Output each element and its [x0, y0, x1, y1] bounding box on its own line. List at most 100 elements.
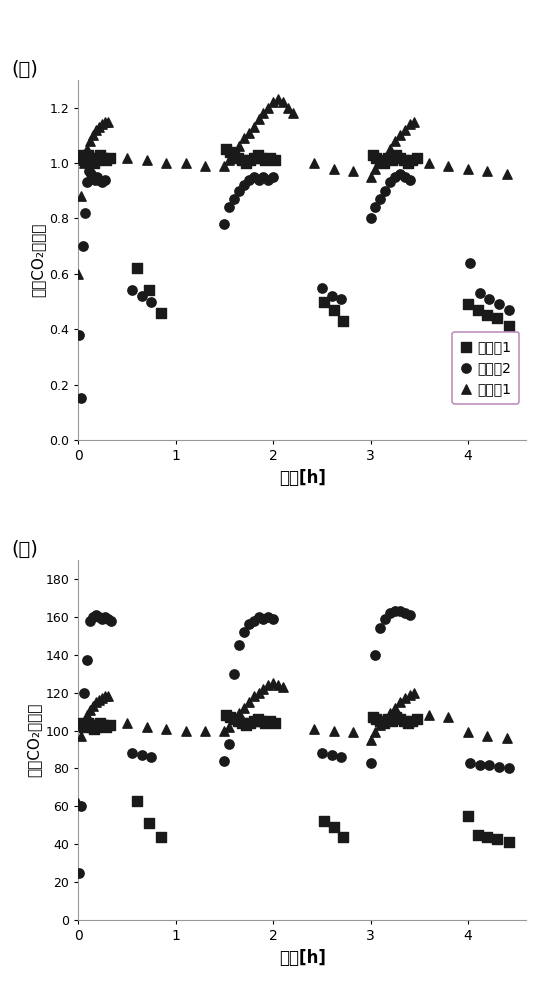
实施例1	[144, 282, 153, 298]
实施例2	[465, 755, 474, 771]
比较例1	[348, 163, 357, 179]
实施例1	[266, 150, 275, 166]
实施例2	[254, 172, 263, 188]
实施例1	[388, 713, 396, 729]
实施例2	[83, 174, 92, 190]
比较例1	[366, 169, 375, 185]
实施例2	[97, 174, 106, 190]
实施例1	[319, 813, 328, 829]
实施例2	[390, 169, 399, 185]
实施例1	[226, 709, 235, 725]
实施例1	[413, 150, 422, 166]
实施例2	[264, 172, 273, 188]
比较例1	[181, 723, 190, 739]
实施例2	[465, 255, 474, 271]
实施例1	[132, 260, 141, 276]
实施例1	[144, 815, 153, 831]
比较例1	[254, 111, 263, 127]
比较例1	[91, 694, 100, 710]
实施例1	[76, 715, 85, 731]
实施例1	[505, 318, 514, 334]
比较例1	[200, 723, 209, 739]
比较例1	[88, 127, 97, 143]
实施例2	[405, 172, 414, 188]
实施例2	[386, 605, 395, 621]
比较例1	[400, 122, 409, 138]
实施例1	[230, 147, 239, 163]
实施例1	[403, 715, 412, 731]
实施例1	[132, 793, 141, 809]
实施例1	[78, 717, 87, 733]
实施例2	[235, 637, 244, 653]
比较例1	[444, 709, 453, 725]
比较例1	[240, 700, 249, 716]
实施例2	[366, 755, 375, 771]
比较例1	[230, 144, 239, 160]
实施例2	[376, 620, 385, 636]
比较例1	[123, 715, 132, 731]
实施例1	[261, 152, 270, 168]
比较例1	[77, 188, 86, 204]
比较例1	[162, 155, 171, 171]
实施例1	[222, 141, 231, 157]
实施例2	[249, 169, 258, 185]
实施例2	[259, 611, 268, 627]
实施例2	[87, 166, 96, 182]
实施例1	[380, 715, 389, 731]
实施例1	[483, 307, 492, 323]
实施例1	[253, 147, 262, 163]
实施例2	[249, 613, 258, 629]
比较例1	[381, 711, 390, 727]
实施例1	[226, 144, 235, 160]
实施例2	[254, 609, 263, 625]
X-axis label: 时间[h]: 时间[h]	[279, 469, 326, 487]
实施例2	[269, 611, 278, 627]
实施例1	[388, 152, 396, 168]
实施例1	[95, 147, 104, 163]
比较例1	[230, 711, 239, 727]
实施例2	[485, 757, 494, 773]
实施例1	[368, 709, 377, 725]
比较例1	[259, 105, 268, 121]
实施例1	[505, 834, 514, 850]
实施例1	[90, 155, 99, 171]
实施例2	[100, 172, 109, 188]
比较例1	[80, 155, 88, 171]
Legend: 实施例1, 实施例2, 比较例1: 实施例1, 实施例2, 比较例1	[452, 332, 520, 404]
实施例2	[244, 616, 253, 632]
实施例1	[384, 711, 393, 727]
实施例2	[494, 759, 503, 775]
比较例1	[264, 100, 273, 116]
X-axis label: 时间[h]: 时间[h]	[279, 949, 326, 967]
实施例2	[400, 169, 409, 185]
实施例2	[485, 291, 494, 307]
实施例1	[87, 152, 96, 168]
实施例1	[157, 829, 166, 845]
实施例2	[95, 172, 104, 188]
实施例1	[339, 829, 348, 845]
实施例1	[241, 717, 250, 733]
比较例1	[225, 152, 234, 168]
实施例2	[240, 624, 249, 640]
实施例1	[237, 152, 246, 168]
比较例1	[395, 127, 404, 143]
实施例1	[261, 715, 270, 731]
实施例2	[103, 611, 112, 627]
实施例1	[249, 150, 258, 166]
实施例1	[266, 713, 275, 729]
实施例1	[329, 302, 338, 318]
比较例1	[249, 119, 258, 135]
实施例2	[475, 285, 484, 301]
比较例1	[254, 685, 263, 701]
实施例2	[371, 647, 380, 663]
实施例2	[88, 169, 97, 185]
实施例1	[105, 150, 114, 166]
比较例1	[240, 130, 249, 146]
比较例1	[95, 692, 104, 708]
比较例1	[371, 724, 380, 740]
实施例2	[137, 747, 146, 763]
比较例1	[244, 694, 253, 710]
比较例1	[220, 723, 229, 739]
比较例1	[91, 122, 100, 138]
实施例1	[98, 150, 107, 166]
